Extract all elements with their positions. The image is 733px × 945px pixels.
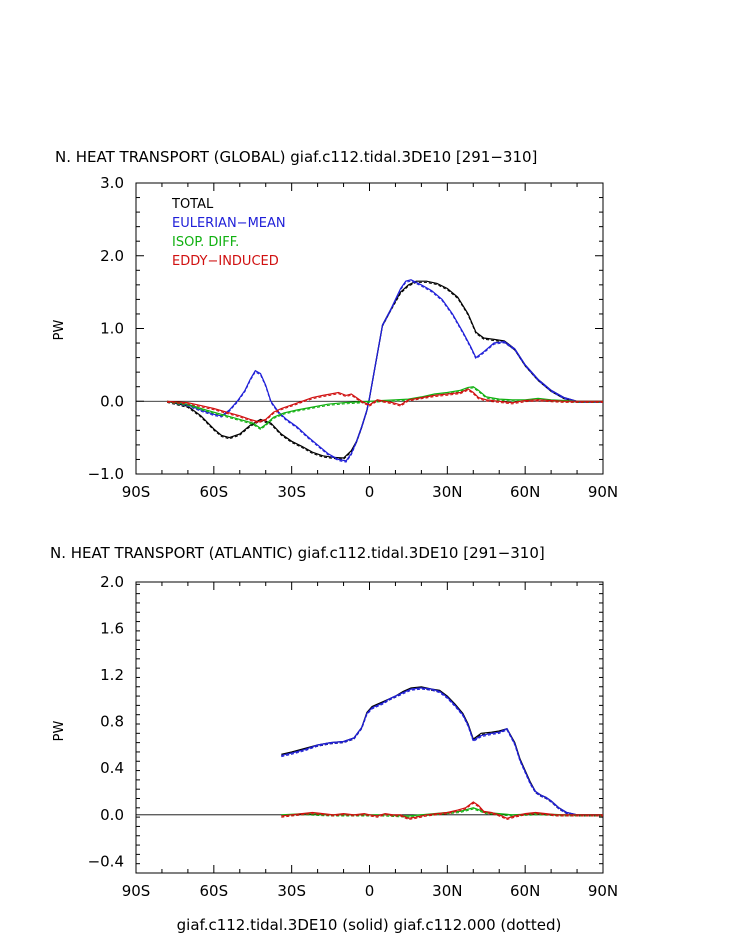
- series-line-eulerian-mean: [166, 279, 603, 462]
- y-tick-label: −1.0: [88, 465, 124, 483]
- x-tick-label: 30S: [277, 483, 306, 501]
- x-tick-label: 60N: [510, 483, 540, 501]
- x-tick-label: 0: [365, 882, 375, 900]
- series-line-eddy-induced: [167, 388, 603, 423]
- y-tick-label: 0.0: [100, 392, 124, 410]
- legend-item-eddy-induced: EDDY−INDUCED: [172, 254, 279, 269]
- chart-title: N. HEAT TRANSPORT (GLOBAL) giaf.c112.tid…: [55, 148, 537, 166]
- series-line-eulerian-mean: [281, 687, 603, 816]
- series-line-eddy-induced: [281, 801, 603, 819]
- atlantic-panel: N. HEAT TRANSPORT (ATLANTIC) giaf.c112.t…: [50, 544, 618, 900]
- y-tick-label: 0.0: [100, 806, 124, 824]
- series-line-dotted-isop-diff: [281, 808, 603, 818]
- series-line-dotted-isop-diff: [167, 387, 603, 431]
- x-tick-label: 60S: [200, 882, 229, 900]
- series-line-isop-diff: [167, 386, 603, 429]
- x-tick-label: 0: [365, 483, 375, 501]
- series-line-dotted-eulerian-mean: [281, 688, 603, 817]
- x-tick-label: 90N: [588, 882, 618, 900]
- x-tick-label: 30S: [277, 882, 306, 900]
- y-axis-label: PW: [52, 320, 67, 341]
- series-line-dotted-total: [281, 687, 603, 817]
- legend-item-eulerian-mean: EULERIAN−MEAN: [172, 216, 286, 231]
- y-tick-label: 2.0: [100, 573, 124, 591]
- y-tick-label: 2.0: [100, 247, 124, 265]
- y-tick-label: −0.4: [88, 852, 124, 870]
- y-tick-label: 1.6: [100, 620, 124, 638]
- series-line-dotted-total: [166, 281, 603, 460]
- series-line-total: [166, 280, 603, 459]
- series-line-dotted-eddy-induced: [167, 389, 603, 424]
- y-tick-label: 1.0: [100, 320, 124, 338]
- y-tick-label: 3.0: [100, 174, 124, 192]
- x-tick-label: 90S: [122, 882, 151, 900]
- series-line-dotted-eulerian-mean: [167, 280, 603, 463]
- chart-title: N. HEAT TRANSPORT (ATLANTIC) giaf.c112.t…: [50, 544, 545, 562]
- x-tick-label: 60S: [200, 483, 229, 501]
- legend-item-total: TOTAL: [171, 197, 214, 212]
- x-tick-label: 30N: [432, 483, 462, 501]
- y-tick-label: 0.8: [100, 713, 124, 731]
- legend: TOTAL EULERIAN−MEAN ISOP. DIFF. EDDY−IND…: [171, 197, 286, 269]
- legend-item-isop-diff: ISOP. DIFF.: [172, 235, 239, 250]
- y-tick-label: 0.4: [100, 759, 124, 777]
- y-tick-label: 1.2: [100, 666, 124, 684]
- x-tick-label: 90N: [588, 483, 618, 501]
- x-tick-label: 90S: [122, 483, 151, 501]
- series-line-dotted-eddy-induced: [281, 802, 603, 821]
- series-line-total: [281, 686, 603, 816]
- x-tick-label: 60N: [510, 882, 540, 900]
- plot-frame: [135, 581, 604, 874]
- x-tick-label: 30N: [432, 882, 462, 900]
- footer-caption: giaf.c112.tidal.3DE10 (solid) giaf.c112.…: [177, 916, 562, 934]
- y-axis-label: PW: [52, 721, 67, 742]
- global-panel: N. HEAT TRANSPORT (GLOBAL) giaf.c112.tid…: [52, 148, 618, 501]
